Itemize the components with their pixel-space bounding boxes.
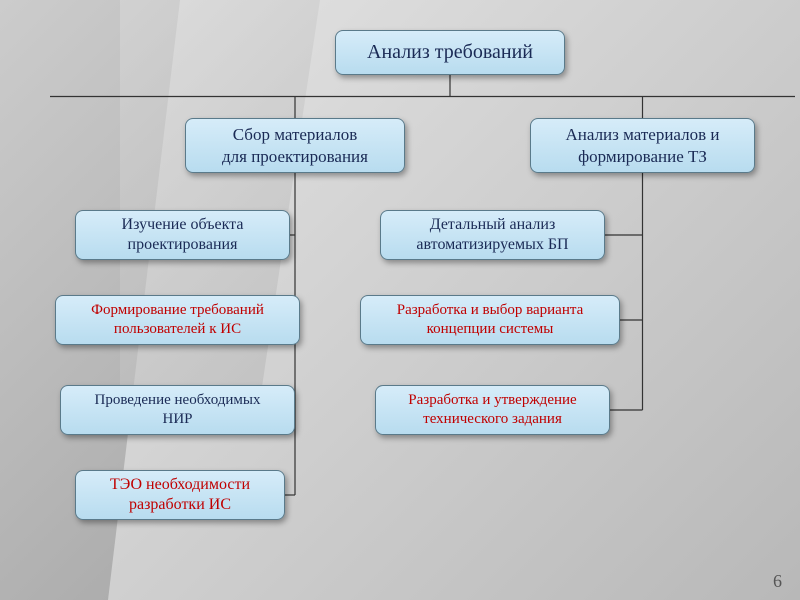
diagram-node-l2b: Анализ материалов иформирование ТЗ — [530, 118, 755, 173]
node-label: Проведение необходимыхНИР — [94, 391, 260, 429]
node-label: Детальный анализавтоматизируемых БП — [416, 215, 568, 255]
node-label: ТЭО необходимостиразработки ИС — [110, 475, 250, 515]
node-label: Формирование требованийпользователей к И… — [91, 301, 264, 339]
diagram-node-l2a: Сбор материаловдля проектирования — [185, 118, 405, 173]
diagram-node-rb1: Детальный анализавтоматизируемых БП — [380, 210, 605, 260]
diagram-node-rb2: Разработка и выбор вариантаконцепции сис… — [360, 295, 620, 345]
node-label: Анализ требований — [367, 40, 533, 65]
page-number: 6 — [773, 571, 782, 592]
diagram-node-la2: Формирование требованийпользователей к И… — [55, 295, 300, 345]
diagram-node-la4: ТЭО необходимостиразработки ИС — [75, 470, 285, 520]
diagram-node-la3: Проведение необходимыхНИР — [60, 385, 295, 435]
diagram-node-la1: Изучение объектапроектирования — [75, 210, 290, 260]
node-label: Разработка и утверждениетехнического зад… — [408, 391, 576, 429]
diagram-node-root: Анализ требований — [335, 30, 565, 75]
page-number-text: 6 — [773, 571, 782, 591]
node-label: Сбор материаловдля проектирования — [222, 124, 368, 167]
diagram-node-rb3: Разработка и утверждениетехнического зад… — [375, 385, 610, 435]
node-label: Разработка и выбор вариантаконцепции сис… — [397, 301, 584, 339]
node-label: Изучение объектапроектирования — [122, 215, 244, 255]
node-label: Анализ материалов иформирование ТЗ — [566, 124, 720, 167]
